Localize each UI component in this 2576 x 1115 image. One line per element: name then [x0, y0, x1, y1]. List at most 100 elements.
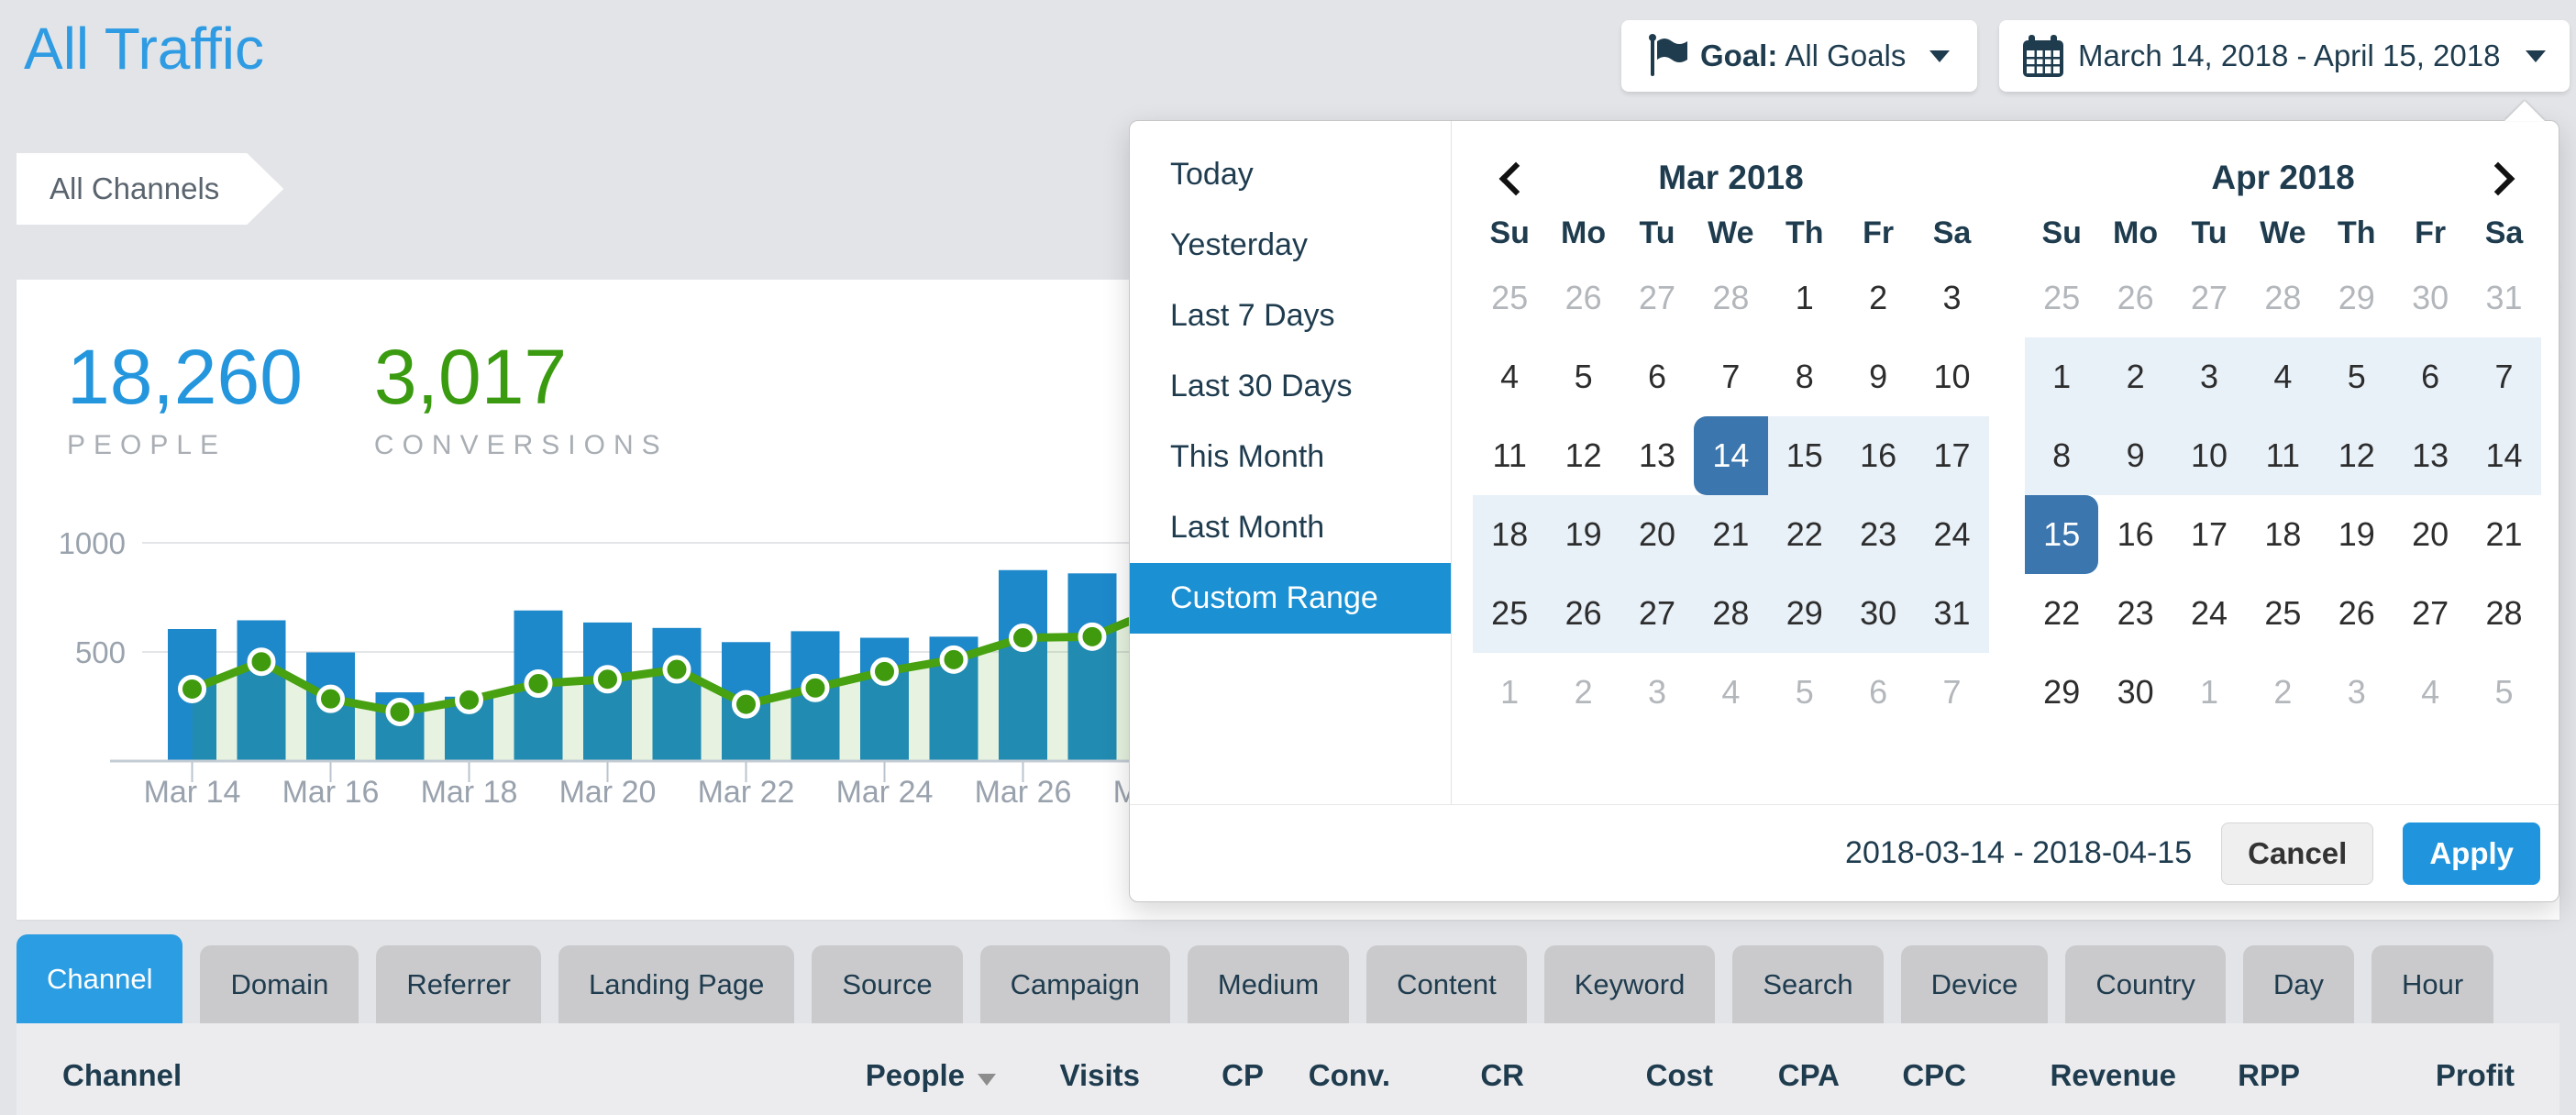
column-header-cpa[interactable]: CPA [1777, 1058, 1840, 1092]
calendar-day[interactable]: 28 [1712, 279, 1750, 316]
tab-source[interactable]: Source [812, 945, 963, 1023]
calendar-day[interactable]: 13 [1638, 436, 1675, 474]
calendar-day[interactable]: 22 [2043, 594, 2081, 632]
calendar-day[interactable]: 3 [1647, 673, 1666, 711]
tab-medium[interactable]: Medium [1187, 945, 1350, 1023]
calendar-day[interactable]: 9 [2098, 416, 2172, 495]
quick-range-yesterday[interactable]: Yesterday [1170, 227, 1308, 262]
calendar-day[interactable]: 8 [2025, 416, 2099, 495]
column-header-profit[interactable]: Profit [2435, 1058, 2515, 1092]
calendar-day[interactable]: 20 [1620, 495, 1695, 574]
calendar-day[interactable]: 13 [2393, 416, 2468, 495]
calendar-day[interactable]: 21 [1694, 495, 1768, 574]
calendar-day[interactable]: 16 [1841, 416, 1916, 495]
calendar-day[interactable]: 26 [1564, 279, 1602, 316]
calendar-day[interactable]: 1 [2199, 673, 2218, 711]
quick-range-last-7-days[interactable]: Last 7 Days [1170, 298, 1335, 333]
calendar-day[interactable]: 4 [2246, 337, 2320, 416]
calendar-day[interactable]: 30 [1841, 574, 1916, 653]
calendar-day[interactable]: 25 [1473, 574, 1547, 653]
calendar-day[interactable]: 6 [2393, 337, 2468, 416]
calendar-day[interactable]: 31 [1915, 574, 1989, 653]
calendar-day[interactable]: 26 [2117, 279, 2154, 316]
calendar-day[interactable]: 3 [2347, 673, 2366, 711]
calendar-day[interactable]: 24 [2190, 594, 2228, 632]
calendar-day[interactable]: 23 [1841, 495, 1916, 574]
calendar-day[interactable]: 25 [2043, 279, 2081, 316]
calendar-day[interactable]: 3 [2172, 337, 2247, 416]
calendar-day[interactable]: 2 [2098, 337, 2172, 416]
calendar-day[interactable]: 1 [2025, 337, 2099, 416]
tab-campaign[interactable]: Campaign [979, 945, 1170, 1023]
breadcrumb-all-channels[interactable]: All Channels [17, 153, 283, 225]
tab-country[interactable]: Country [2065, 945, 2226, 1023]
calendar-day[interactable]: 4 [1721, 673, 1741, 711]
calendar-day[interactable]: 1 [1795, 279, 1814, 316]
tab-landing-page[interactable]: Landing Page [558, 945, 795, 1023]
column-header-cpc[interactable]: CPC [1902, 1058, 1966, 1092]
column-header-visits[interactable]: Visits [1059, 1058, 1140, 1092]
calendar-day[interactable]: 17 [2190, 515, 2228, 553]
calendar-day[interactable]: 26 [2338, 594, 2375, 632]
calendar-day[interactable]: 27 [2412, 594, 2449, 632]
goal-selector-button[interactable]: Goal: All Goals [1621, 20, 1978, 92]
calendar-day[interactable]: 3 [1942, 279, 1962, 316]
calendar-day[interactable]: 7 [1721, 358, 1741, 395]
column-header-people[interactable]: People [866, 1058, 996, 1093]
calendar-day[interactable]: 19 [1546, 495, 1620, 574]
apply-button[interactable]: Apply [2403, 822, 2540, 885]
calendar-day[interactable]: 18 [2264, 515, 2302, 553]
calendar-day[interactable]: 2 [2273, 673, 2293, 711]
calendar-day[interactable]: 23 [2117, 594, 2154, 632]
calendar-day[interactable]: 24 [1915, 495, 1989, 574]
tab-search[interactable]: Search [1732, 945, 1884, 1023]
quick-range-last-month[interactable]: Last Month [1170, 510, 1325, 545]
calendar-day[interactable]: 15 [1767, 416, 1841, 495]
calendar-day[interactable]: 5 [1795, 673, 1814, 711]
calendar-day[interactable]: 9 [1869, 358, 1888, 395]
tab-device[interactable]: Device [1900, 945, 2049, 1023]
calendar-day[interactable]: 31 [2485, 279, 2523, 316]
calendar-day[interactable]: 7 [1942, 673, 1962, 711]
calendar-day[interactable]: 26 [1546, 574, 1620, 653]
column-header-cost[interactable]: Cost [1645, 1058, 1713, 1092]
calendar-day[interactable]: 2 [1869, 279, 1888, 316]
calendar-day[interactable]: 12 [2319, 416, 2394, 495]
calendar-day[interactable]: 7 [2467, 337, 2541, 416]
calendar-day[interactable]: 29 [1767, 574, 1841, 653]
calendar-day[interactable]: 8 [1795, 358, 1814, 395]
tab-referrer[interactable]: Referrer [376, 945, 542, 1023]
column-header-cp[interactable]: CP [1222, 1058, 1264, 1092]
calendar-day[interactable]: 28 [1694, 574, 1768, 653]
calendar-day[interactable]: 11 [1492, 436, 1527, 474]
column-header-revenue[interactable]: Revenue [2050, 1058, 2176, 1092]
calendar-day[interactable]: 28 [2485, 594, 2523, 632]
calendar-day[interactable]: 25 [1491, 279, 1529, 316]
cancel-button[interactable]: Cancel [2221, 822, 2374, 885]
calendar-day[interactable]: 27 [1620, 574, 1695, 653]
calendar-day[interactable]: 10 [1933, 358, 1971, 395]
quick-range-this-month[interactable]: This Month [1170, 439, 1325, 474]
calendar-day[interactable]: 2 [1574, 673, 1593, 711]
calendar-day[interactable]: 14 [2467, 416, 2541, 495]
calendar-day[interactable]: 16 [2117, 515, 2154, 553]
tab-domain[interactable]: Domain [200, 945, 359, 1023]
tab-content[interactable]: Content [1366, 945, 1527, 1023]
date-range-button[interactable]: March 14, 2018 - April 15, 2018 [1999, 20, 2570, 92]
calendar-day[interactable]: 27 [2190, 279, 2228, 316]
tab-day[interactable]: Day [2242, 945, 2355, 1023]
column-header-conv-[interactable]: Conv. [1308, 1058, 1390, 1092]
calendar-day[interactable]: 29 [2043, 673, 2081, 711]
column-header-channel[interactable]: Channel [62, 1058, 182, 1092]
calendar-day[interactable]: 14 [1694, 416, 1768, 495]
calendar-day[interactable]: 5 [2494, 673, 2514, 711]
quick-range-custom-range[interactable]: Custom Range [1130, 563, 1451, 634]
calendar-day[interactable]: 11 [2246, 416, 2320, 495]
calendar-day[interactable]: 6 [1647, 358, 1666, 395]
quick-range-today[interactable]: Today [1170, 157, 1254, 192]
calendar-day[interactable]: 20 [2412, 515, 2449, 553]
calendar-day[interactable]: 28 [2264, 279, 2302, 316]
calendar-day[interactable]: 4 [1500, 358, 1520, 395]
tab-hour[interactable]: Hour [2371, 945, 2494, 1023]
calendar-day[interactable]: 30 [2117, 673, 2154, 711]
